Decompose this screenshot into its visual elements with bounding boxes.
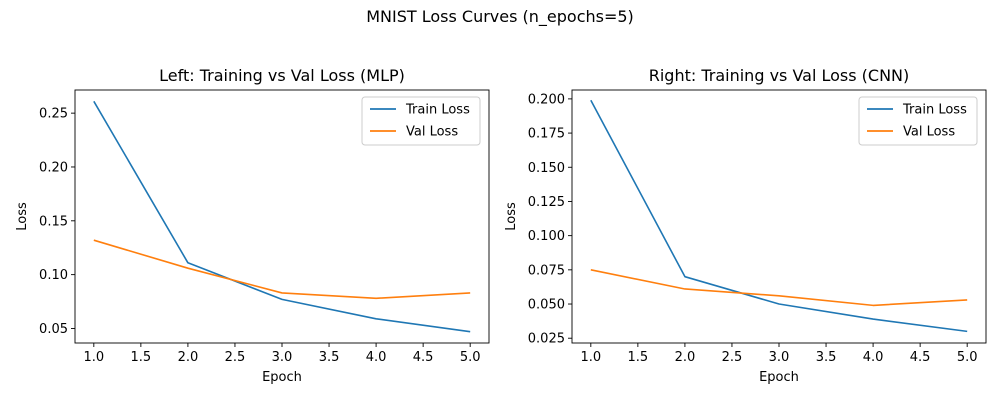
mlp-y-tick-label: 0.05 xyxy=(39,322,68,337)
mlp-legend-val-label: Val Loss xyxy=(406,125,458,140)
cnn-y-tick-label: 0.025 xyxy=(528,332,565,347)
mlp-x-tick-label: 1.5 xyxy=(131,350,152,365)
cnn-legend-train-label: Train Loss xyxy=(902,103,967,118)
mlp-x-tick-label: 3.0 xyxy=(272,350,293,365)
mlp-legend-train-label: Train Loss xyxy=(405,103,470,118)
cnn-y-tick-label: 0.050 xyxy=(528,298,565,313)
mlp-legend: Train Loss Val Loss xyxy=(361,96,481,146)
cnn-legend: Train Loss Val Loss xyxy=(858,96,978,146)
mlp-y-tick-label: 0.15 xyxy=(39,214,68,229)
cnn-x-tick-label: 4.5 xyxy=(910,350,931,365)
cnn-y-tick-label: 0.075 xyxy=(528,263,565,278)
mlp-y-tick-label: 0.25 xyxy=(39,107,68,122)
cnn-y-tick-label: 0.150 xyxy=(528,161,565,176)
cnn-x-tick-label: 4.0 xyxy=(863,350,884,365)
mlp-y-axis-label: Loss xyxy=(15,202,30,231)
mlp-y-tick-label: 0.20 xyxy=(39,160,68,175)
cnn-loss-panel: Right: Training vs Val Loss (CNN) 1.0 1.5 2… xyxy=(504,66,987,385)
cnn-panel-title: Right: Training vs Val Loss (CNN) xyxy=(649,66,910,85)
cnn-y-tick-label: 0.100 xyxy=(528,229,565,244)
mlp-x-tick-label: 3.5 xyxy=(319,350,340,365)
figure-suptitle: MNIST Loss Curves (n_epochs=5) xyxy=(366,7,634,27)
mlp-x-tick-label: 1.0 xyxy=(83,350,104,365)
mlp-x-tick-label: 2.5 xyxy=(225,350,246,365)
cnn-x-tick-label: 1.5 xyxy=(628,350,649,365)
cnn-y-tick-label: 0.125 xyxy=(528,195,565,210)
mlp-y-tick-label: 0.10 xyxy=(39,268,68,283)
mlp-x-tick-label: 4.5 xyxy=(413,350,434,365)
mlp-x-axis-label: Epoch xyxy=(262,370,302,385)
mlp-panel-title: Left: Training vs Val Loss (MLP) xyxy=(159,66,405,85)
cnn-x-tick-label: 5.0 xyxy=(957,350,978,365)
mlp-loss-panel: Left: Training vs Val Loss (MLP) 1.0 1.5 2.… xyxy=(15,66,490,385)
mlp-x-tick-label: 4.0 xyxy=(366,350,387,365)
cnn-x-tick-label: 2.0 xyxy=(675,350,696,365)
cnn-train-loss-line xyxy=(590,99,968,333)
mlp-train-loss-line xyxy=(93,100,471,333)
cnn-x-tick-label: 3.5 xyxy=(816,350,837,365)
cnn-val-loss-line xyxy=(590,269,968,307)
cnn-x-axis-label: Epoch xyxy=(759,370,799,385)
cnn-x-tick-label: 3.0 xyxy=(769,350,790,365)
cnn-y-axis-label: Loss xyxy=(504,202,519,231)
cnn-legend-val-label: Val Loss xyxy=(903,125,955,140)
cnn-x-tick-label: 1.0 xyxy=(580,350,601,365)
mlp-x-tick-label: 2.0 xyxy=(178,350,199,365)
mlp-val-loss-line xyxy=(93,239,471,300)
cnn-y-tick-label: 0.175 xyxy=(528,127,565,142)
mlp-x-tick-label: 5.0 xyxy=(460,350,481,365)
cnn-y-tick-label: 0.200 xyxy=(528,92,565,107)
cnn-x-tick-label: 2.5 xyxy=(722,350,743,365)
